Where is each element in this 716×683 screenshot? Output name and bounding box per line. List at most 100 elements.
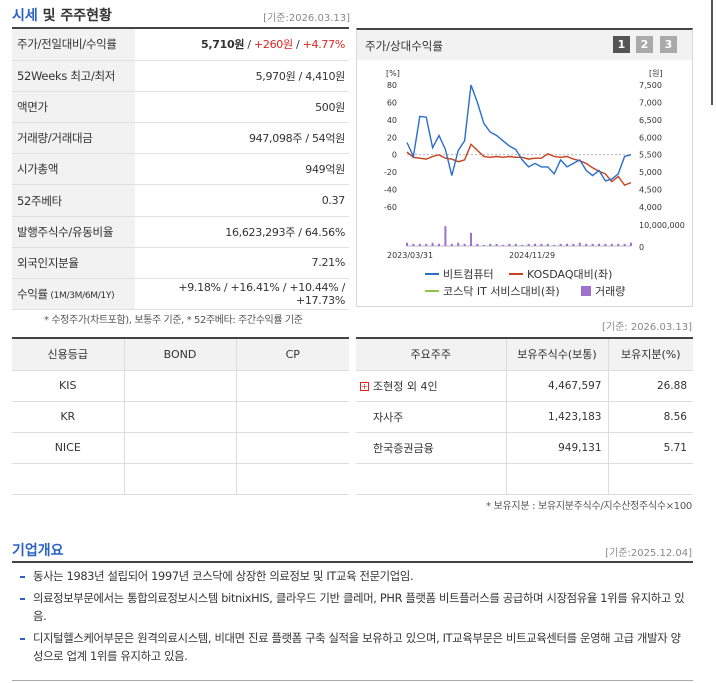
chart-page-1-button[interactable]: 1 [613, 36, 630, 53]
column-header: BOND [123, 337, 237, 371]
table-row: 수익률 (1M/3M/6M/1Y) +9.18% / +16.41% / +10.… [12, 278, 349, 311]
volume-bar [604, 243, 607, 246]
volume-bar [476, 243, 479, 246]
expand-icon[interactable]: + [360, 382, 369, 391]
volume-bar [418, 243, 421, 246]
row-label: 52Weeks 최고/최저 [12, 60, 135, 92]
right-axis-unit: [원] [649, 69, 663, 78]
legend-label: 코스닥 IT 서비스대비(좌) [443, 285, 560, 298]
volume-bar [566, 243, 568, 246]
overview-list: 동사는 1983년 설립되어 1997년 코스닥에 상장한 의료정보 및 IT교… [19, 568, 687, 670]
cp-cell [235, 400, 349, 433]
volume-bar [425, 243, 428, 246]
left-tick-label: 60 [387, 98, 397, 107]
volume-bar [431, 242, 434, 246]
table-row [12, 462, 349, 495]
legend-label: 거래량 [595, 285, 625, 298]
table-row: 한국증권금융 949,131 5.71 [356, 431, 693, 464]
agency-cell: NICE [12, 431, 125, 464]
x-tick-label: 2023/03/31 [387, 251, 433, 260]
volume-bar [546, 243, 549, 246]
volume-bar [438, 243, 440, 246]
chart-page-3-button[interactable]: 3 [660, 36, 677, 53]
volume-bar [482, 244, 485, 246]
pct-cell: 8.56 [607, 400, 693, 433]
price-line [406, 84, 632, 182]
chart-page-2-button[interactable]: 2 [636, 36, 653, 53]
holder-name: 자사주 [356, 400, 507, 433]
volume-bar [495, 243, 498, 246]
line-chart: [%] [원] 80 60 40 20 0 -20 -40 -60 7,500 7,000 6,500 6… [384, 69, 685, 298]
left-tick-label: -20 [384, 168, 397, 177]
left-tick-label: 80 [387, 81, 397, 90]
shares-cell: 949,131 [505, 431, 609, 464]
credit-rating-table: 신용등급 BOND CP KIS KR NICE [12, 337, 349, 495]
table-row: KR [12, 400, 349, 433]
volume-bar [521, 244, 524, 246]
table-row: 자사주 1,423,183 8.56 [356, 400, 693, 433]
row-value: 947,098주 / 54억원 [135, 122, 349, 155]
table-row: NICE [12, 431, 349, 464]
chart-title: 주가/상대수익률 [365, 39, 443, 53]
row-label: 주가/전일대비/수익률 [12, 29, 135, 61]
holder-name: 한국증권금융 [356, 431, 507, 464]
right-tick-label: 4,000 [639, 203, 662, 212]
volume-bar [534, 243, 536, 246]
row-label: 거래량/거래대금 [12, 122, 135, 155]
list-item: 동사는 1983년 설립되어 1997년 코스닥에 상장한 의료정보 및 IT교… [19, 568, 687, 586]
volume-bar [514, 243, 517, 246]
volume-bar [585, 243, 588, 246]
volume-bar [572, 243, 575, 246]
volume-tick-label: 10,000,000 [639, 221, 685, 230]
agency-cell: KIS [12, 369, 125, 402]
table-row: 주가/전일대비/수익률 5,710원 / +260원 / +4.77% [12, 29, 349, 61]
pct-cell: 5.71 [607, 431, 693, 464]
overview-date: [기준:2025.12.04] [605, 548, 692, 559]
column-header: CP [235, 337, 349, 371]
table-row: 52주베타 0.37 [12, 184, 349, 217]
table-row: 거래량/거래대금 947,098주 / 54억원 [12, 122, 349, 155]
volume-bar [502, 244, 504, 246]
right-tick-label: 5,500 [639, 151, 662, 160]
chart-header: 주가/상대수익률 1 2 3 [357, 30, 692, 60]
bond-cell [123, 462, 237, 495]
right-tick-label: 6,500 [639, 116, 662, 125]
table-row: 52Weeks 최고/최저 5,970원 / 4,410원 [12, 60, 349, 92]
column-header: 보유주식수(보통) [505, 337, 609, 371]
overview-title: 기업개요 [12, 543, 64, 559]
left-tick-label: -60 [384, 203, 397, 212]
table-row: KIS [12, 369, 349, 402]
bond-cell [123, 369, 237, 402]
row-value: 7.21% [135, 247, 349, 280]
shareholder-note: * 보유지분 : 보유지분주식수/지수산정주식수×100 [486, 501, 692, 512]
legend-label: KOSDAQ대비(좌) [527, 268, 612, 281]
holder-name-cell: + 조현정 외 4인 [356, 369, 507, 402]
list-item: 의료정보부문에서는 통합의료정보시스템 bitnixHIS, 클라우드 기반 클… [19, 590, 687, 626]
volume-bar [540, 243, 543, 246]
price-chart-panel: 주가/상대수익률 1 2 3 [%] [원] 80 60 40 20 0 -20 -40 -60 7… [356, 28, 693, 307]
volume-bar [559, 243, 562, 246]
right-tick-label: 7,500 [639, 81, 662, 90]
shares-cell: 1,423,183 [505, 400, 609, 433]
row-value: 5,970원 / 4,410원 [135, 60, 349, 92]
right-tick-label: 5,000 [639, 168, 662, 177]
shares-cell: 4,467,597 [505, 369, 609, 402]
list-item: 디지털헬스케어부문은 원격의료시스템, 비대면 진료 플랫폼 구축 실적을 보유… [19, 630, 687, 666]
row-value: 500원 [135, 91, 349, 124]
volume-bar [489, 243, 492, 246]
x-tick-label: 2024/11/29 [509, 251, 555, 260]
shares-cell [505, 462, 609, 495]
row-value: 949억원 [135, 153, 349, 186]
bond-cell [123, 431, 237, 464]
table-header-row: 주요주주 보유주식수(보통) 보유지분(%) [356, 337, 693, 371]
price-value: 5,710원 / +260원 / +4.77% [135, 29, 349, 61]
legend-swatch [581, 286, 591, 296]
table-row: 시가총액 949억원 [12, 153, 349, 186]
holder-name: 조현정 외 4인 [373, 379, 438, 393]
right-tick-label: 6,000 [639, 133, 662, 142]
volume-bar [553, 244, 556, 246]
divider [12, 561, 693, 563]
left-tick-label: 0 [392, 151, 397, 160]
row-label: 발행주식수/유동비율 [12, 216, 135, 248]
volume-bar [457, 242, 460, 246]
